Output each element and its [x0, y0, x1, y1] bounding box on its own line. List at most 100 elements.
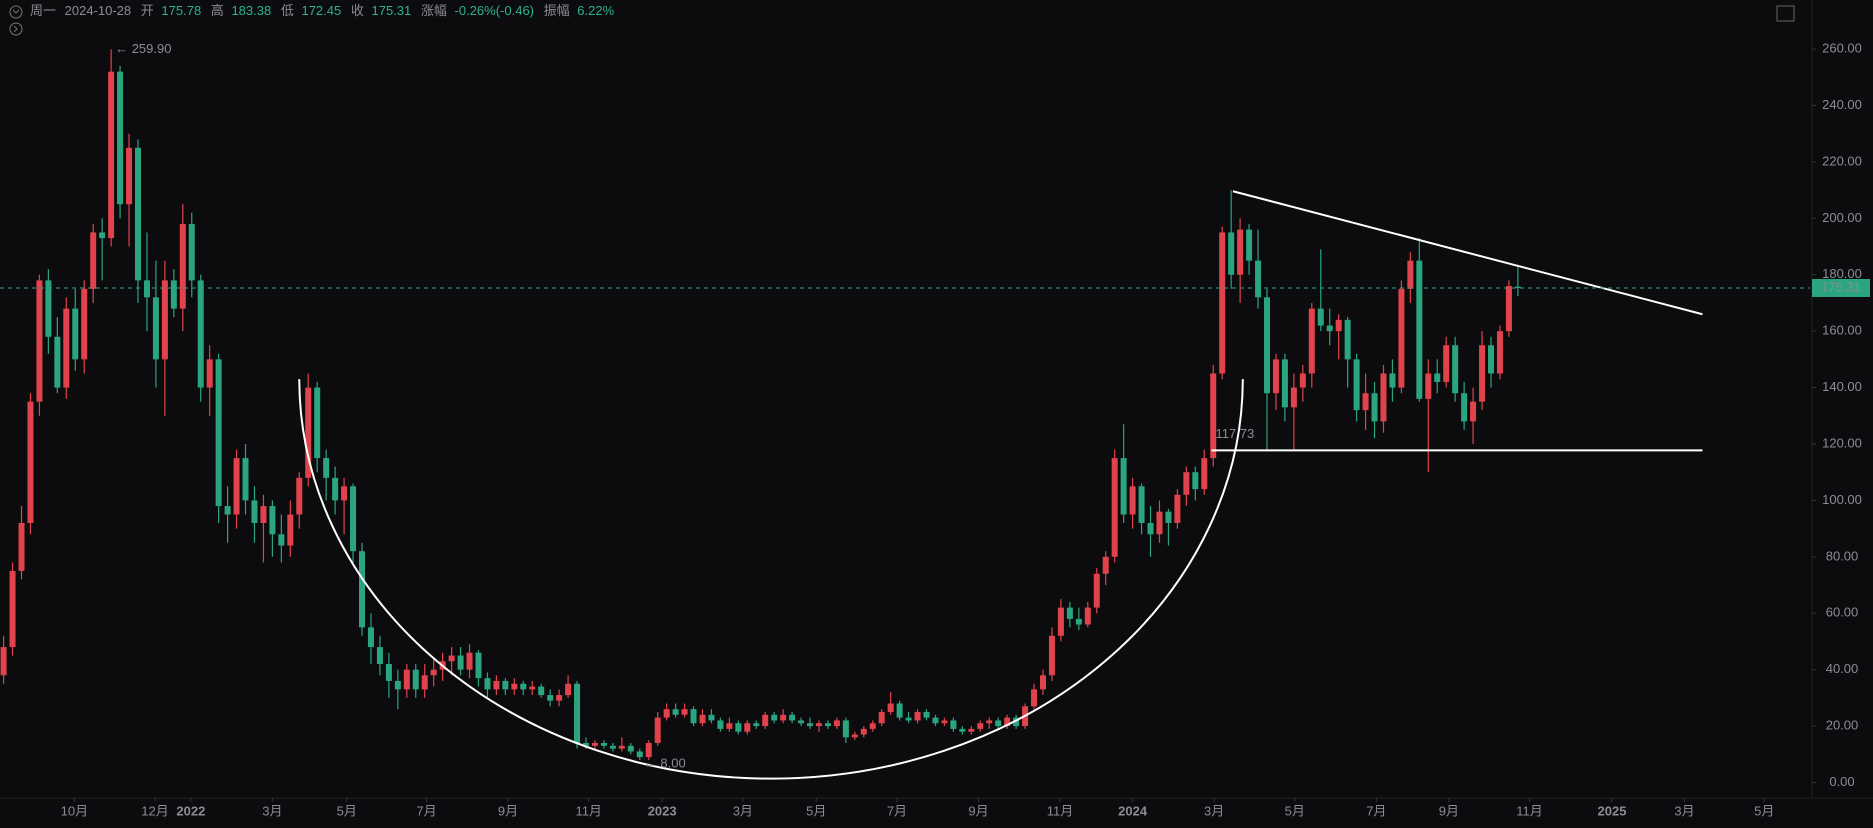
last-price-label: 175.31 [1821, 279, 1861, 294]
candle-body [735, 723, 742, 732]
candle-body [403, 669, 410, 690]
y-tick-label: 220.00 [1822, 153, 1862, 168]
candle-body [511, 683, 518, 690]
y-tick-label: 40.00 [1826, 661, 1859, 676]
candle-body [780, 714, 787, 721]
label: 收 [351, 3, 364, 18]
x-tick-label: 3月 [733, 803, 753, 818]
x-tick-label: 3月 [1674, 803, 1694, 818]
candle-body [242, 458, 249, 501]
x-tick-label: 10月 [61, 803, 88, 818]
candle-body [278, 534, 285, 546]
trendline [1232, 190, 1703, 316]
candle-body [1434, 373, 1441, 382]
x-tick-label: 9月 [1439, 803, 1459, 818]
candle-body [1398, 288, 1405, 388]
candle-body [627, 745, 634, 752]
candle-body [376, 647, 383, 665]
x-tick-label: 11月 [1516, 803, 1543, 818]
y-tick-label: 20.00 [1826, 718, 1859, 733]
y-tick-label: 120.00 [1822, 435, 1862, 450]
candle-body [1425, 373, 1432, 399]
candle-body [1407, 260, 1414, 289]
candle-body [842, 720, 849, 738]
candle-body [896, 703, 903, 718]
candle-body [538, 686, 545, 696]
candle-body [161, 280, 168, 360]
candle-body [27, 401, 34, 523]
candle-body [681, 709, 688, 715]
candle-body [1084, 607, 1091, 625]
candle-body [1344, 319, 1351, 360]
candle-body [394, 680, 401, 690]
x-tick-label: 3月 [262, 803, 282, 818]
collapse-icon[interactable] [9, 5, 23, 19]
candle-body [1048, 635, 1055, 676]
low-value: 172.45 [301, 3, 341, 18]
label: 振幅 [544, 3, 570, 18]
y-tick-label: 80.00 [1826, 548, 1859, 563]
candle-body [63, 308, 70, 388]
candle-body [789, 714, 796, 721]
candle-body [332, 477, 339, 501]
candle-body [152, 297, 159, 360]
candle-body [188, 223, 195, 281]
candle-body [1371, 393, 1378, 422]
candle-body [591, 742, 598, 746]
candle-body [1479, 345, 1486, 402]
expand-icon[interactable] [9, 22, 23, 36]
candle-body [484, 678, 491, 690]
x-tick-label: 11月 [575, 803, 602, 818]
candle-body [197, 280, 204, 388]
annotation: ← 8.00 [644, 755, 686, 770]
candle-body [448, 655, 455, 662]
label: 低 [281, 3, 294, 18]
candle-body [717, 720, 724, 729]
candle-body [1013, 717, 1020, 727]
candle-body [699, 714, 706, 724]
candle-body [1138, 486, 1145, 523]
fullscreen-icon[interactable] [1776, 5, 1795, 22]
collapse-arrow [12, 9, 20, 14]
candle-body [224, 506, 231, 515]
candle-body [645, 742, 652, 758]
candle-body [1165, 511, 1172, 523]
candle-body [341, 486, 348, 501]
candle-body [744, 723, 751, 732]
x-tick-label: 2022 [176, 803, 205, 818]
candle-body [753, 723, 760, 727]
candle-body [179, 223, 186, 309]
candle-body [421, 675, 428, 690]
label: 开 [141, 3, 154, 18]
candle-body [1264, 297, 1270, 394]
candle-body [314, 387, 321, 459]
candle-body [1004, 717, 1011, 727]
header: 周一 2024-10-28 开 175.78 高 183.38 低 172.45… [30, 3, 615, 18]
candle-body [269, 506, 276, 535]
candle-body [251, 500, 258, 523]
y-tick-label: 0.00 [1829, 774, 1854, 789]
support-label: 117.73 [1215, 426, 1254, 441]
y-tick-label: 140.00 [1822, 379, 1862, 394]
candle-body [869, 723, 876, 729]
last-price-tag [1812, 278, 1870, 297]
annotation: ← 259.90 [115, 41, 171, 56]
y-tick-label: 200.00 [1822, 210, 1862, 225]
candle-body [1389, 373, 1396, 388]
close-value: 175.31 [372, 3, 412, 18]
candle-body [305, 387, 312, 478]
candle-body [798, 720, 805, 724]
candle-body [81, 288, 88, 360]
candle-body [1057, 607, 1064, 636]
candle-body [914, 711, 921, 721]
candle-body [762, 714, 769, 727]
candle-body [1219, 232, 1226, 374]
candle-body [134, 147, 141, 281]
candle-body [1183, 472, 1190, 495]
x-tick-label: 9月 [968, 803, 988, 818]
candle-body [529, 686, 536, 690]
x-tick-label: 5月 [1754, 803, 1774, 818]
